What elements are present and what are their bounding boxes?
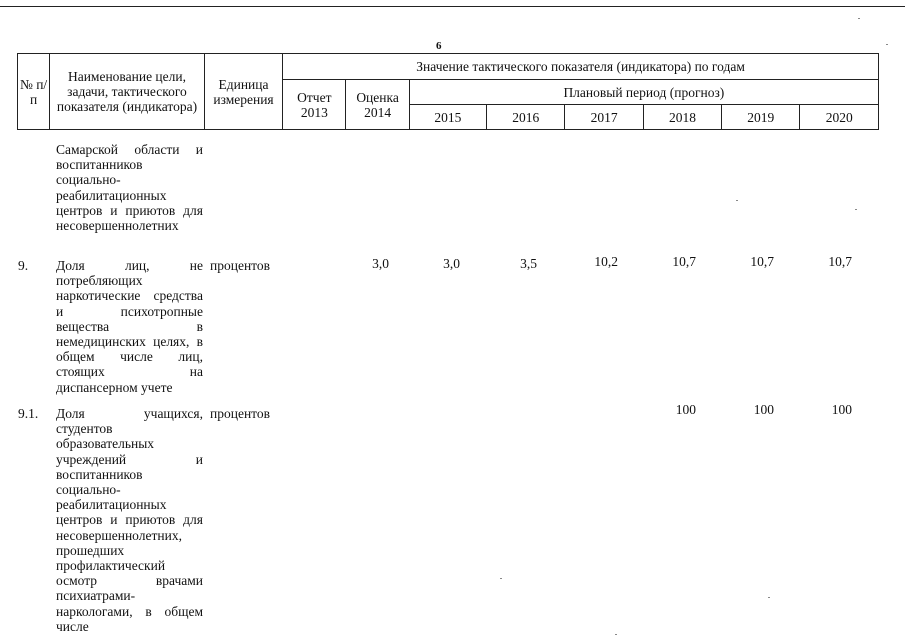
header-year: 2017 [564,104,644,130]
scan-speck [858,18,860,19]
header-plan: Плановый период (прогноз) [408,79,880,105]
value-2019: 100 [753,402,774,417]
row-number: 9. [18,258,29,273]
value-2018: 100 [675,402,696,417]
value-2018: 10,7 [672,254,696,269]
value-2020: 10,7 [828,254,852,269]
row-name: Доля учащихся, студентов образовательных… [56,406,203,634]
scan-speck [615,634,617,635]
value-2019: 10,7 [750,254,774,269]
header-year: 2018 [642,104,723,130]
header-unit: Единица измерения [203,53,284,130]
row-name: Самарской области и воспитанников социал… [56,142,203,234]
header-year: 2015 [408,104,488,130]
scan-speck [500,578,502,579]
header-group: Значение тактического показателя (индика… [282,53,879,80]
header-num: № п/п [16,53,51,130]
header-estimate: Оценка 2014 [345,79,410,130]
row-unit: процентов [210,258,271,273]
header-year: 2019 [721,104,801,130]
page-number: 6 [436,40,442,52]
header-name: Наименование цели, задачи, тактического … [49,53,205,130]
header-report: Отчет 2013 [282,79,347,130]
scan-speck [768,597,770,598]
header-year: 2020 [799,104,879,130]
header-year: 2016 [486,104,566,130]
row-number: 9.1. [18,406,39,421]
scan-speck [886,44,888,45]
value-2015: 3,0 [443,256,460,271]
value-2014: 3,0 [372,256,389,271]
value-2016: 3,5 [520,256,537,271]
row-name: Доля лиц, не потребляющих наркотические … [56,258,203,395]
row-unit: процентов [210,406,271,421]
header-table: № п/п Наименование цели, задачи, тактиче… [16,53,880,130]
scan-speck [855,209,857,210]
scan-top-edge [0,6,905,7]
scan-speck [736,200,738,201]
value-2020: 100 [831,402,852,417]
value-2017: 10,2 [594,254,618,269]
